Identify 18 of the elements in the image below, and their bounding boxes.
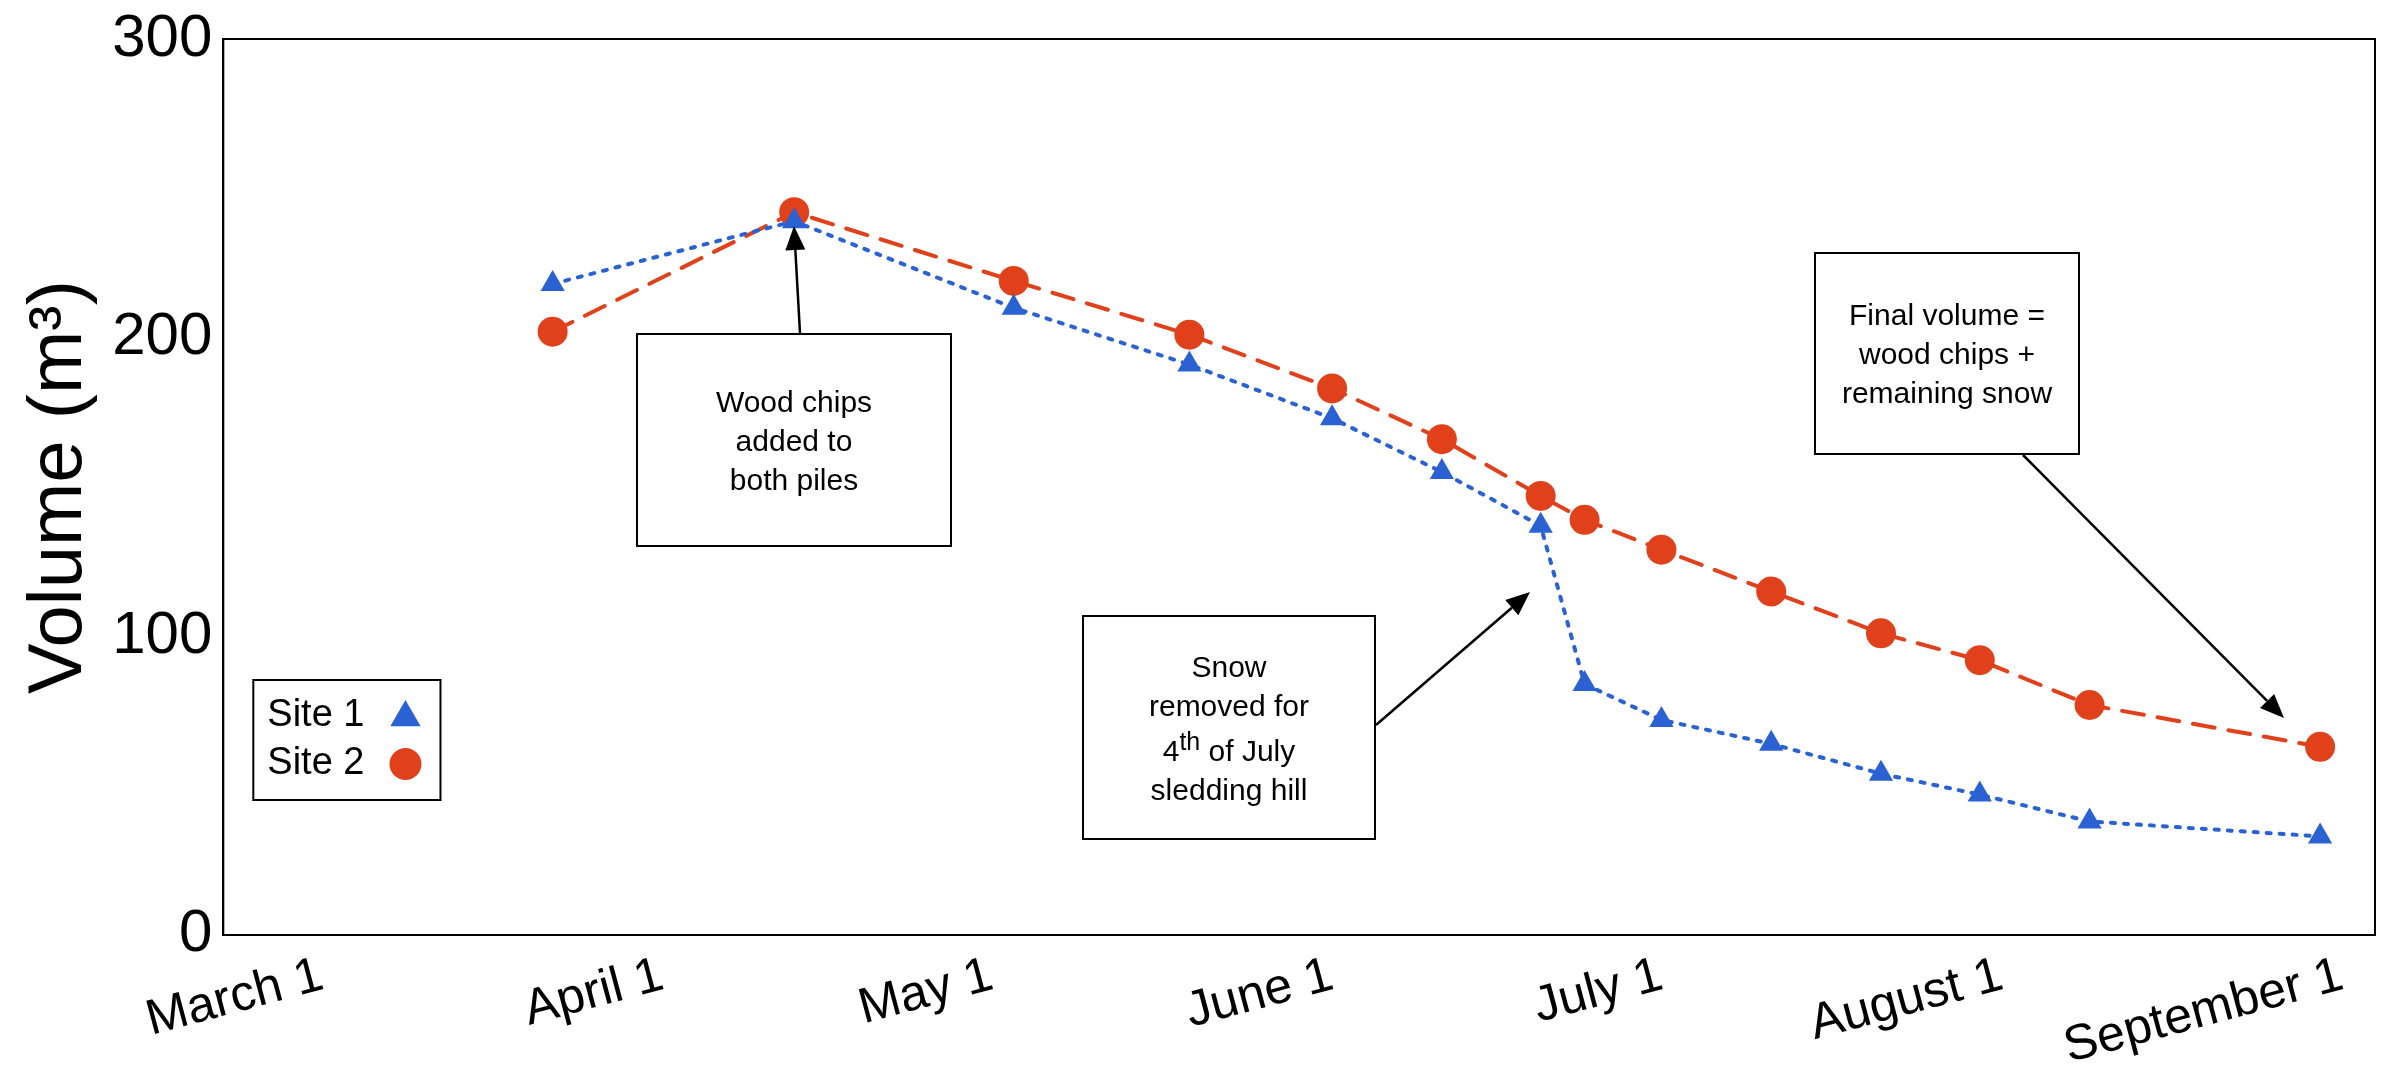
note-box: Final volume = wood chips + remaining snow — [1814, 252, 2080, 455]
x-tick-label: August 1 — [1803, 944, 2009, 1050]
annotation: Snow removed for 4$^{th}$ of July sledding hill — [1147, 648, 1311, 808]
y-axis-title: Volume (m³) — [11, 280, 97, 694]
x-tick-label: June 1 — [1179, 944, 1339, 1038]
legend-label: Site 2 — [267, 740, 365, 783]
y-tick-label: 100 — [112, 598, 213, 666]
x-tick-label: July 1 — [1527, 944, 1668, 1033]
x-tick-label: April 1 — [517, 944, 669, 1036]
y-tick-label: 300 — [112, 1, 213, 69]
annotation: Wood chips added to both piles — [714, 383, 874, 498]
note-box: Wood chips added to both piles — [636, 333, 952, 547]
y-tick-label: 200 — [112, 300, 213, 368]
y-tick-label: 0 — [178, 897, 213, 965]
note-box: Snow removed for 4$^{th}$ of July sledding hill — [1082, 615, 1376, 840]
legend-label: Site 1 — [267, 692, 365, 735]
annotation: Final volume = wood chips + remaining snow — [1840, 297, 2054, 411]
x-tick-label: May 1 — [852, 944, 999, 1035]
